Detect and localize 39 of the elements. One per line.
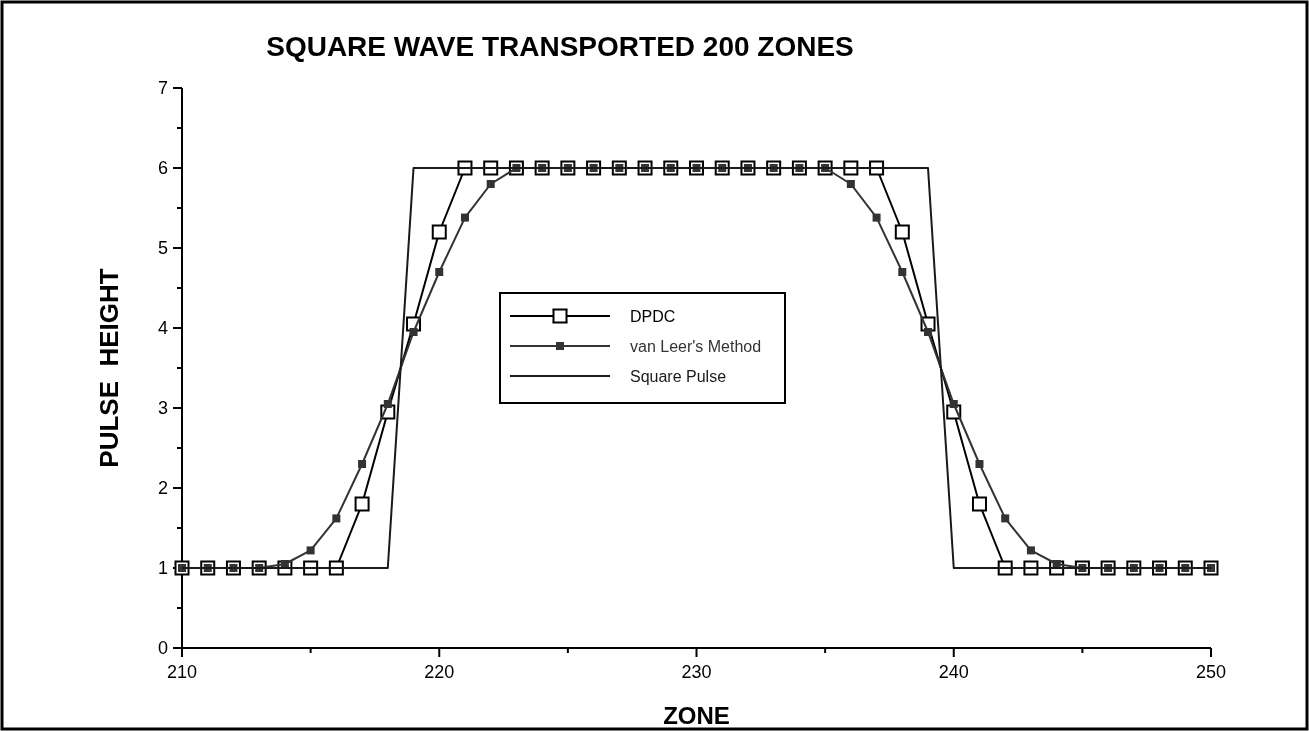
text: Square Pulse: [630, 368, 727, 385]
x-axis-title: ZONE: [663, 702, 730, 729]
point: [872, 213, 881, 222]
y-tick-label: 4: [157, 318, 168, 338]
point: [975, 460, 984, 468]
y-axis-title: PULSE HEIGHT: [94, 268, 124, 468]
point: [949, 400, 958, 408]
point: [971, 496, 987, 512]
point: [431, 224, 447, 240]
point: [894, 224, 910, 240]
point: [409, 328, 418, 336]
y-tick-label: 1: [157, 558, 168, 578]
x-tick-label: 210: [166, 662, 198, 682]
x-tick-label: 230: [681, 662, 712, 682]
y-tick-label: 7: [157, 78, 168, 98]
point: [383, 400, 392, 408]
text: van Leer's Method: [630, 338, 762, 355]
point: [898, 268, 907, 276]
point: [435, 268, 444, 276]
x-tick-label: 240: [938, 662, 969, 682]
point: [1026, 546, 1035, 555]
y-tick-label: 0: [157, 638, 168, 658]
y-tick-label: 2: [157, 478, 168, 498]
x-tick-label: 220: [424, 662, 455, 682]
x-tick-label: 250: [1195, 662, 1227, 682]
point: [924, 328, 933, 336]
point: [306, 546, 315, 555]
point: [486, 180, 495, 188]
y-tick-label: 3: [157, 398, 168, 418]
point: [354, 496, 370, 512]
point: [460, 213, 469, 222]
y-tick-label: 6: [157, 158, 168, 178]
point: [358, 460, 367, 468]
point: [846, 180, 855, 188]
point: [332, 514, 341, 523]
chart-title: SQUARE WAVE TRANSPORTED 200 ZONES: [266, 31, 854, 62]
point: [1001, 514, 1010, 523]
legend-label: DPDC: [630, 308, 676, 325]
y-tick-label: 5: [157, 238, 168, 258]
